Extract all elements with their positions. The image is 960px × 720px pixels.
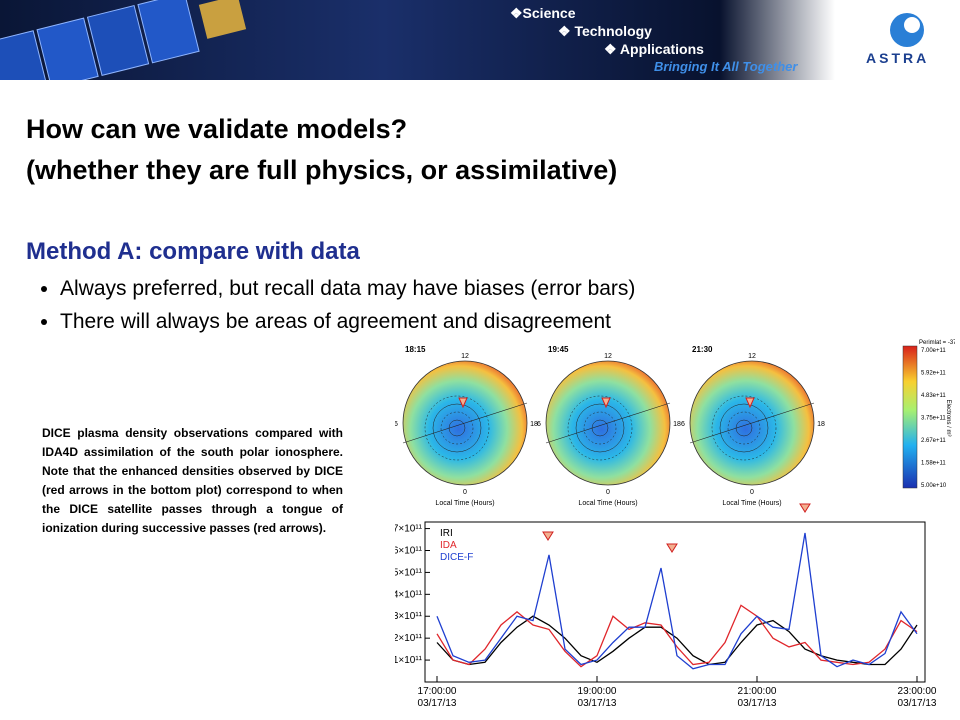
colorbar-note: Perimlat = -37.0 (919, 340, 955, 346)
header-item: ❖Science (510, 5, 576, 21)
y-tick-label: 7×10¹¹ (395, 524, 423, 535)
map-xlabel: Local Time (Hours) (435, 500, 494, 507)
logo-text: ASTRA (866, 50, 930, 66)
density-chart: 1×10¹¹ 2×10¹¹ 3×10¹¹ 4×10¹¹ 5×10¹¹ 6×10¹¹ 7×10… (395, 503, 937, 709)
solar-panels (0, 0, 247, 80)
contour (719, 403, 769, 453)
contour (440, 411, 474, 445)
red-arrow (601, 397, 611, 409)
title-line: How can we validate models? (26, 114, 408, 144)
y-tick-label: 6×10¹¹ (395, 545, 423, 556)
x-tick-label: 19:00:00 (578, 686, 617, 697)
y-tick-label: 5×10¹¹ (395, 567, 423, 578)
series-line (436, 532, 918, 670)
map-time: 19:45 (548, 345, 569, 354)
x-tick-label: 23:00:00 (898, 686, 937, 697)
legend-entry: IRI (440, 528, 453, 539)
map-time: 21:30 (692, 345, 713, 354)
x-tick-label: 17:00:00 (418, 686, 457, 697)
legend-entry: DICE-F (440, 552, 473, 563)
y-tick-label: 2×10¹¹ (395, 633, 423, 644)
y-tick-label: 4×10¹¹ (395, 589, 423, 600)
map-xlabel: Local Time (Hours) (578, 500, 637, 507)
hour-label: 6 (537, 421, 541, 428)
hour-label: 12 (748, 353, 756, 360)
red-arrow (542, 531, 554, 541)
hour-label: 0 (606, 489, 610, 496)
x-tick-label: 21:00:00 (738, 686, 777, 697)
contour (711, 395, 777, 461)
x-tick-label: 03/17/13 (418, 698, 457, 709)
title-line: (whether they are full physics, or assim… (26, 155, 618, 185)
hour-label: 6 (681, 421, 685, 428)
red-arrow (666, 543, 678, 553)
legend-entry: IDA (440, 540, 457, 551)
red-arrow (799, 503, 811, 513)
colorbar-tick: 5.92e+11 (921, 371, 946, 377)
red-arrow (458, 397, 468, 409)
bullet: There will always be areas of agreement … (60, 305, 635, 338)
contour (567, 395, 633, 461)
colorbar-tick: 2.67e+11 (921, 438, 946, 444)
contour (575, 403, 625, 453)
tagline: Bringing It All Together (654, 59, 798, 74)
map-time: 18:15 (405, 345, 426, 354)
plot-frame (424, 521, 926, 683)
colorbar-tick: 1.58e+11 (921, 461, 946, 467)
bullet: Always preferred, but recall data may ha… (60, 272, 635, 305)
hour-label: 0 (463, 489, 467, 496)
panel (36, 17, 99, 80)
terminator (545, 402, 671, 444)
terminator (689, 402, 815, 444)
colorbar-tick: 3.75e+11 (921, 416, 946, 422)
hour-label: 12 (604, 353, 612, 360)
logo-mark (904, 17, 920, 33)
hour-label: 18 (530, 421, 538, 428)
panel (86, 4, 150, 77)
hour-label: 6 (395, 421, 398, 428)
panel (0, 30, 49, 80)
x-tick-label: 03/17/13 (738, 698, 777, 709)
contour (432, 403, 482, 453)
bullet-list: Always preferred, but recall data may ha… (26, 272, 635, 338)
colorbar-label: Electrons / m³ (945, 399, 951, 436)
red-arrow (745, 397, 755, 409)
header-art (0, 0, 924, 80)
y-tick-label: 1×10¹¹ (395, 655, 423, 666)
x-tick-label: 03/17/13 (578, 698, 617, 709)
header-item: ❖ Applications (604, 41, 704, 57)
terminator (402, 402, 528, 444)
series-line (436, 604, 918, 668)
colorbar-tick: 5.00e+10 (921, 483, 947, 489)
contour (583, 411, 617, 445)
method-heading: Method A: compare with data (26, 238, 360, 265)
series-line (436, 615, 918, 666)
colorbar (902, 345, 918, 489)
caption: DICE plasma density observations compare… (42, 426, 343, 535)
panel (137, 0, 200, 64)
y-tick-label: 3×10¹¹ (395, 611, 423, 622)
hour-label: 0 (750, 489, 754, 496)
colorbar-tick: 7.00e+11 (921, 348, 946, 354)
map-xlabel: Local Time (Hours) (722, 500, 781, 507)
satellite-body (198, 0, 247, 39)
x-tick-label: 03/17/13 (898, 698, 937, 709)
header-banner: ❖Science ❖ Technology ❖ Applications Bri… (0, 0, 960, 80)
contour (727, 411, 761, 445)
colorbar-tick: 4.83e+11 (921, 393, 946, 399)
hour-label: 18 (673, 421, 681, 428)
hour-label: 18 (817, 421, 825, 428)
header-item: ❖ Technology (558, 23, 652, 39)
hour-label: 12 (461, 353, 469, 360)
contour (424, 395, 490, 461)
